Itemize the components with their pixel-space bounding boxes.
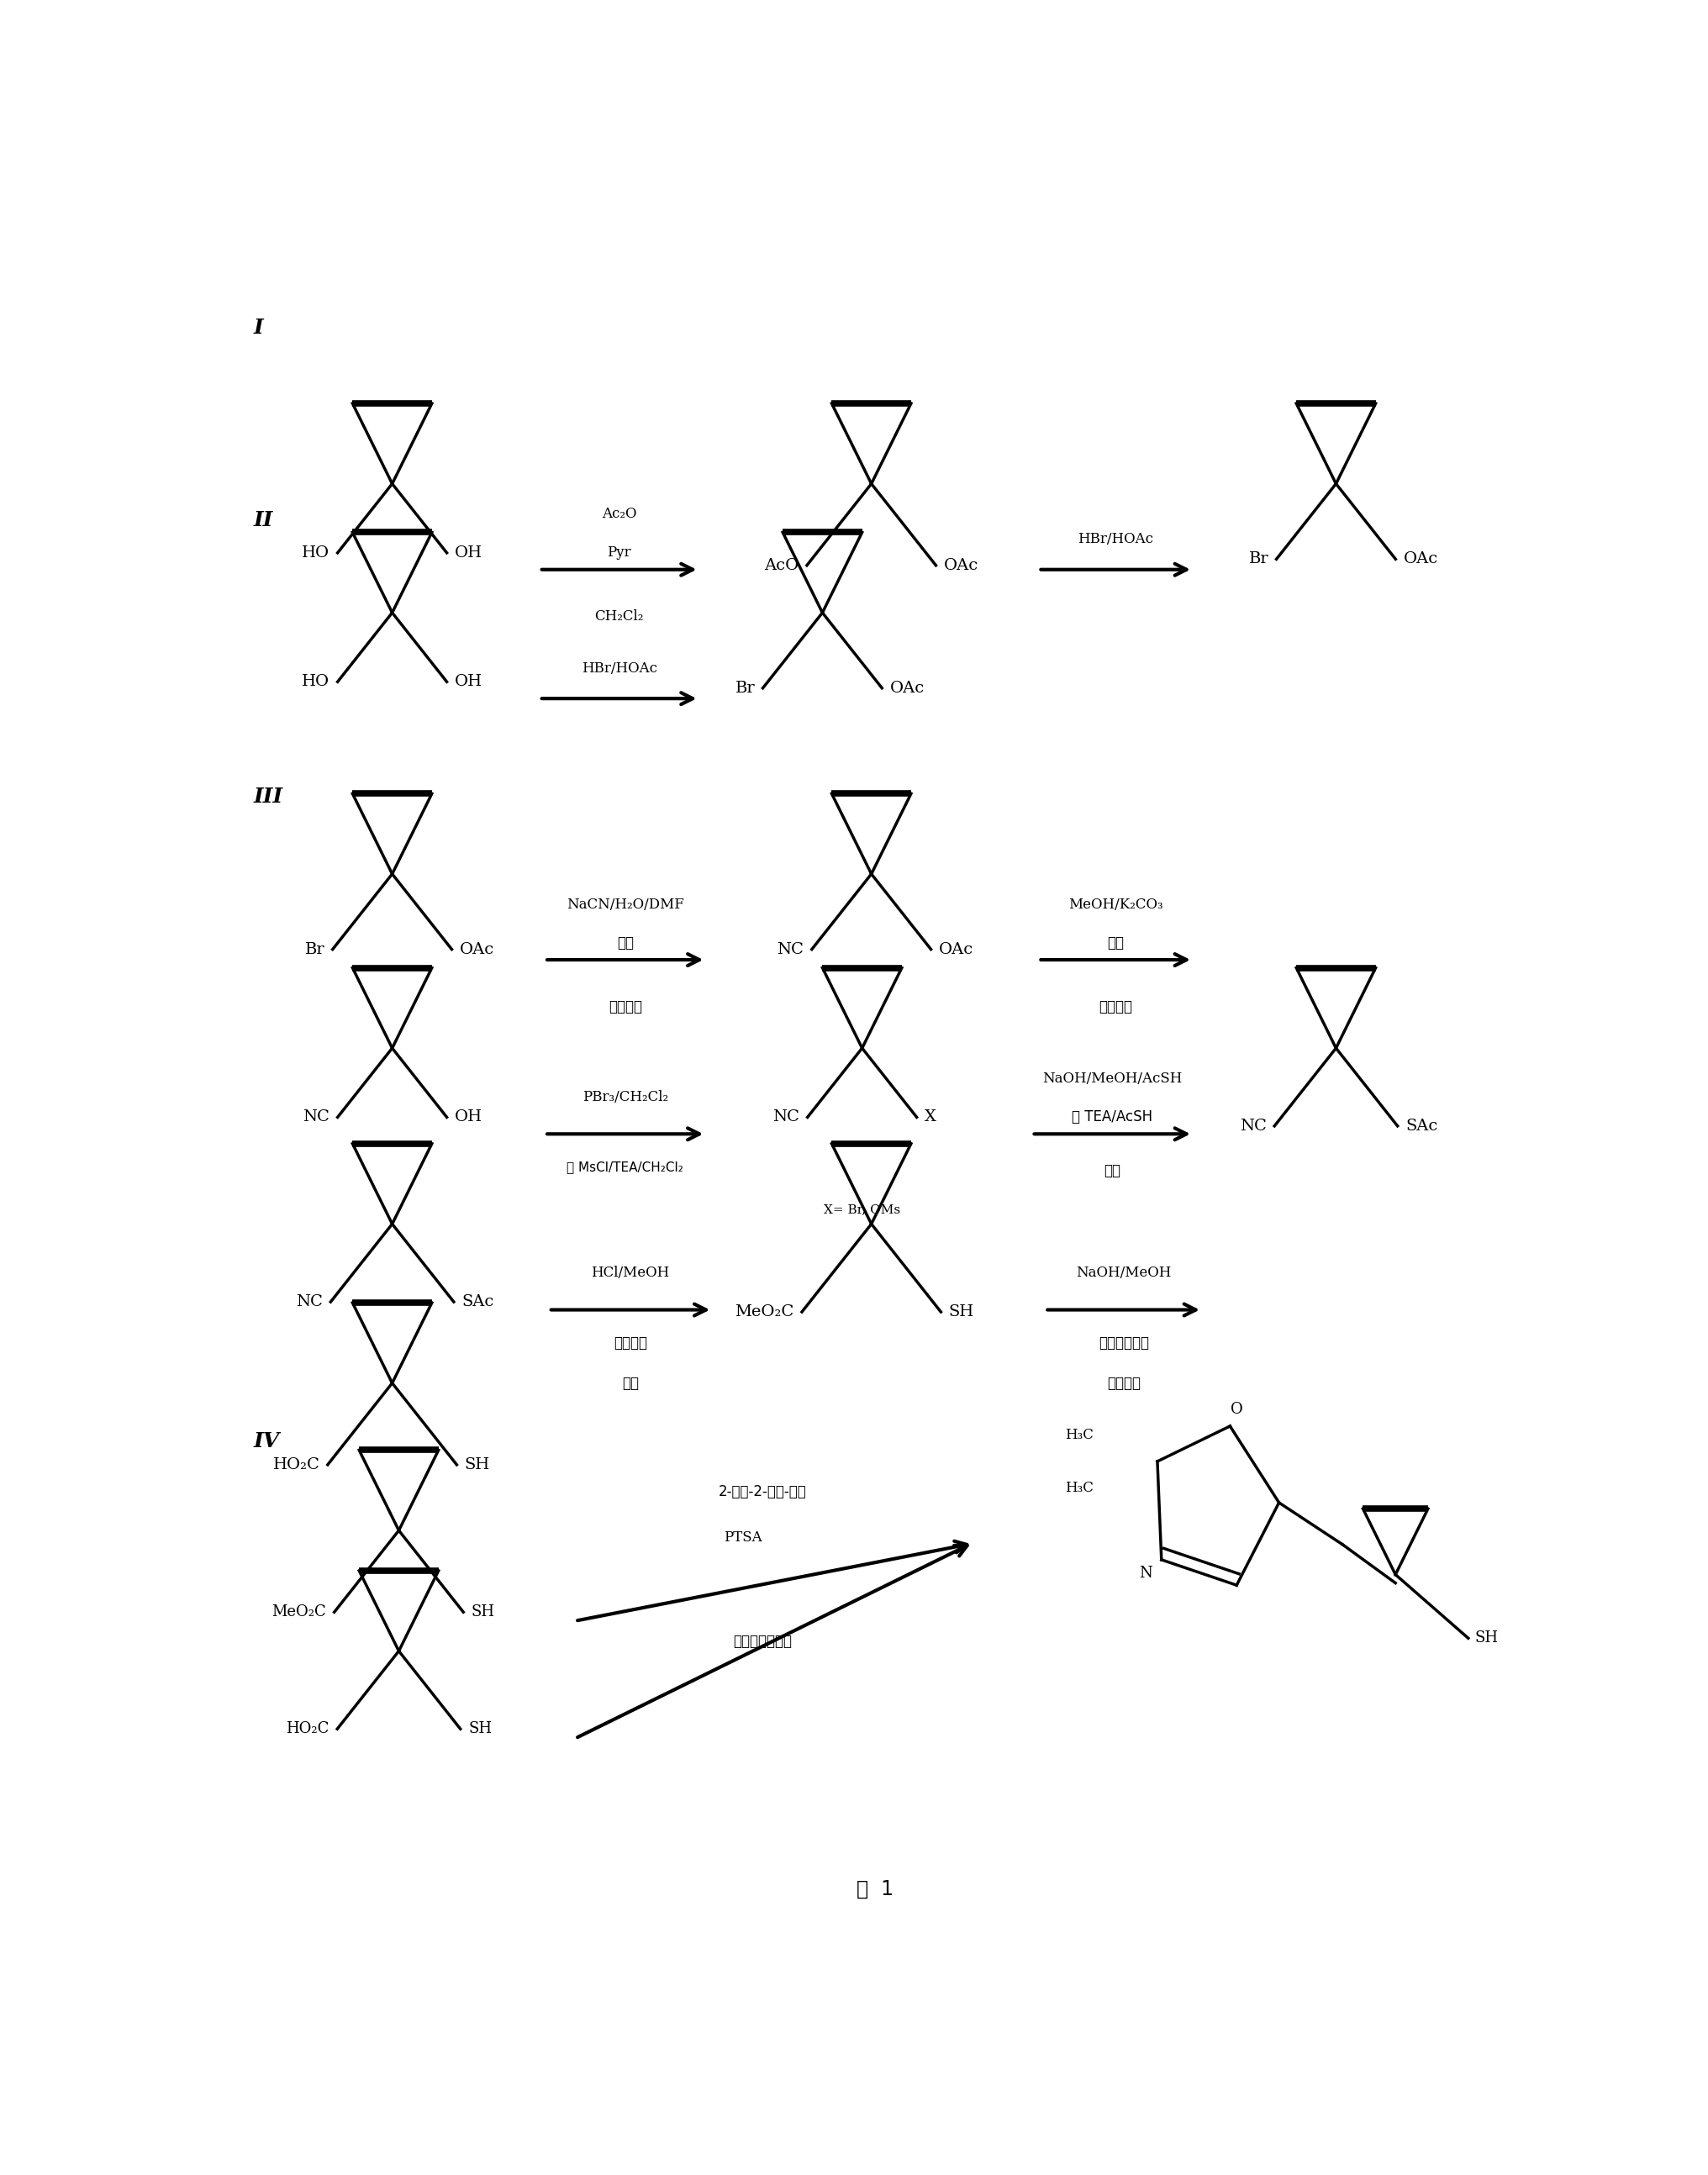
Text: HO: HO <box>302 674 330 689</box>
Text: Br: Br <box>734 681 755 696</box>
Text: NC: NC <box>302 1109 330 1124</box>
Text: SAc: SAc <box>461 1294 494 1309</box>
Text: 甲苯萃取: 甲苯萃取 <box>613 1335 647 1351</box>
Text: NC: NC <box>777 942 804 957</box>
Text: PBr₃/CH₂Cl₂: PBr₃/CH₂Cl₂ <box>582 1090 668 1105</box>
Text: Ac₂O: Ac₂O <box>601 507 637 522</box>
Text: 庚烷结晶: 庚烷结晶 <box>1107 1377 1141 1392</box>
Text: 蒸馏: 蒸馏 <box>622 1377 639 1392</box>
Text: PTSA: PTSA <box>724 1529 762 1544</box>
Text: Br: Br <box>304 942 325 957</box>
Text: HO: HO <box>302 546 330 561</box>
Text: O: O <box>1230 1403 1243 1416</box>
Text: SH: SH <box>1476 1631 1498 1646</box>
Text: HO₂C: HO₂C <box>287 1720 330 1736</box>
Text: 蒸馏: 蒸馏 <box>1103 1164 1120 1179</box>
Text: Br: Br <box>1249 552 1269 568</box>
Text: X: X <box>924 1109 936 1124</box>
Text: 或 TEA/AcSH: 或 TEA/AcSH <box>1073 1109 1153 1124</box>
Text: MeOH/K₂CO₃: MeOH/K₂CO₃ <box>1068 898 1163 911</box>
Text: SH: SH <box>468 1720 492 1736</box>
Text: NC: NC <box>1240 1118 1267 1133</box>
Text: OH: OH <box>454 546 483 561</box>
Text: 或 MsCl/TEA/CH₂Cl₂: 或 MsCl/TEA/CH₂Cl₂ <box>567 1161 683 1175</box>
Text: Pyr: Pyr <box>606 546 632 559</box>
Text: SH: SH <box>950 1305 974 1320</box>
Text: NaOH/MeOH/AcSH: NaOH/MeOH/AcSH <box>1042 1072 1182 1085</box>
Text: 甲苯萃取: 甲苯萃取 <box>1098 998 1132 1014</box>
Text: SH: SH <box>471 1605 495 1620</box>
Text: HBr/HOAc: HBr/HOAc <box>581 661 658 676</box>
Text: HCl/MeOH: HCl/MeOH <box>591 1266 670 1281</box>
Text: 甲苯萃取: 甲苯萃取 <box>608 998 642 1014</box>
Text: AcO: AcO <box>763 557 799 572</box>
Text: NaOH/MeOH: NaOH/MeOH <box>1076 1266 1172 1281</box>
Text: NaCN/H₂O/DMF: NaCN/H₂O/DMF <box>567 898 683 911</box>
Text: NC: NC <box>295 1294 323 1309</box>
Text: HO₂C: HO₂C <box>273 1457 319 1472</box>
Text: HBr/HOAc: HBr/HOAc <box>1078 533 1153 546</box>
Text: OAc: OAc <box>945 557 979 572</box>
Text: MeO₂C: MeO₂C <box>734 1305 794 1320</box>
Text: OH: OH <box>454 1109 483 1124</box>
Text: 加热: 加热 <box>617 935 634 950</box>
Text: IV: IV <box>253 1431 280 1451</box>
Text: OH: OH <box>454 674 483 689</box>
Text: OAc: OAc <box>459 942 494 957</box>
Text: OAc: OAc <box>890 681 924 696</box>
Text: SAc: SAc <box>1406 1118 1438 1133</box>
Text: OAc: OAc <box>939 942 974 957</box>
Text: X= Br, OMs: X= Br, OMs <box>823 1203 900 1216</box>
Text: 图  1: 图 1 <box>857 1879 893 1899</box>
Text: H₃C: H₃C <box>1066 1481 1093 1496</box>
Text: I: I <box>253 318 263 337</box>
Text: MeO₂C: MeO₂C <box>272 1605 326 1620</box>
Text: 二甲苯共沸蒸馏: 二甲苯共沸蒸馏 <box>733 1633 793 1649</box>
Text: SH: SH <box>465 1457 490 1472</box>
Text: III: III <box>253 787 284 807</box>
Text: 乙酸乙酯萃取: 乙酸乙酯萃取 <box>1098 1335 1149 1351</box>
Text: N: N <box>1139 1566 1153 1581</box>
Text: NC: NC <box>772 1109 799 1124</box>
Text: H₃C: H₃C <box>1066 1427 1093 1442</box>
Text: OAc: OAc <box>1404 552 1438 568</box>
Text: CH₂Cl₂: CH₂Cl₂ <box>594 609 644 624</box>
Text: II: II <box>253 511 273 531</box>
Text: 加热: 加热 <box>1107 935 1124 950</box>
Text: 2-氨基-2-甲基-丙醇: 2-氨基-2-甲基-丙醇 <box>719 1483 806 1499</box>
